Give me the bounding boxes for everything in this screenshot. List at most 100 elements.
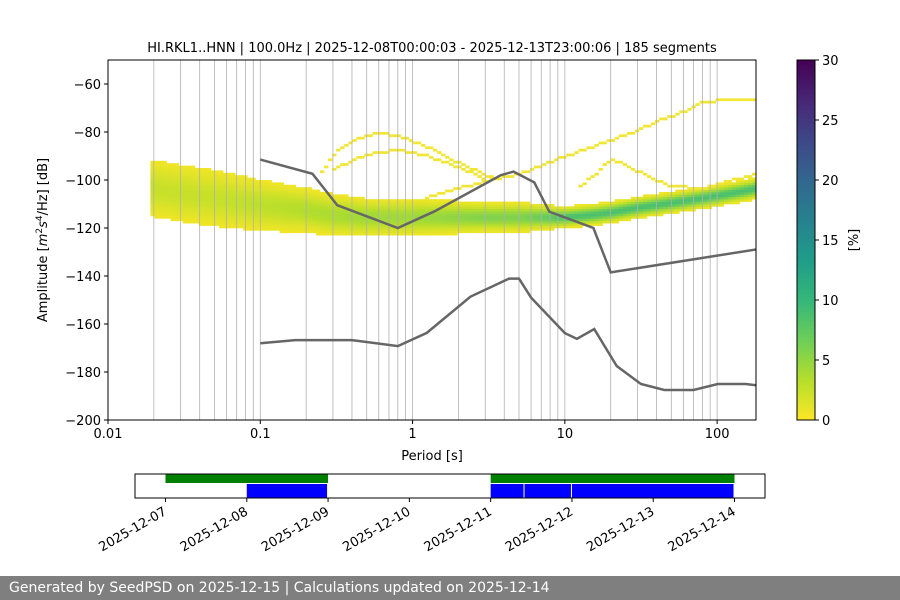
heatmap-cell <box>687 189 692 193</box>
heatmap-cell <box>324 201 329 205</box>
heatmap-branch-cell <box>457 165 462 169</box>
colorbar-tick-label: 0 <box>822 414 830 429</box>
heatmap-cell <box>162 180 167 183</box>
heatmap-cell <box>727 192 733 195</box>
heatmap-cell <box>267 194 272 198</box>
heatmap-cell <box>626 206 632 210</box>
heatmap-cell <box>372 204 377 207</box>
heatmap-cell <box>255 199 260 202</box>
heatmap-cell <box>711 204 716 207</box>
heatmap-cell <box>477 216 482 219</box>
heatmap-cell <box>267 220 272 224</box>
heatmap-cell <box>372 211 377 214</box>
heatmap-cell <box>336 218 341 222</box>
heatmap-cell <box>154 201 159 205</box>
heatmap-cell <box>368 204 373 207</box>
heatmap-cell <box>513 230 519 234</box>
heatmap-cell <box>667 192 672 195</box>
heatmap-cell <box>150 189 155 193</box>
heatmap-cell <box>158 201 163 205</box>
heatmap-cell <box>162 165 167 169</box>
heatmap-cell <box>271 225 276 229</box>
heatmap-cell <box>384 228 389 231</box>
heatmap-cell <box>372 220 377 224</box>
heatmap-cell <box>420 232 426 236</box>
heatmap-cell <box>368 199 373 202</box>
heatmap-cell <box>533 220 539 224</box>
heatmap-cell <box>356 208 361 212</box>
heatmap-cell <box>542 228 547 231</box>
heatmap-cell <box>400 206 406 210</box>
heatmap-cell <box>380 228 385 231</box>
heatmap-cell <box>259 204 264 207</box>
heatmap-cell <box>307 225 313 229</box>
heatmap-cell <box>715 194 720 198</box>
heatmap-cell <box>328 204 333 207</box>
heatmap-cell <box>235 208 240 212</box>
heatmap-cell <box>711 196 716 200</box>
heatmap-cell <box>344 216 349 219</box>
heatmap-cell <box>651 206 656 210</box>
heatmap-cell <box>255 225 260 229</box>
heatmap-cell <box>299 187 305 190</box>
heatmap-cell <box>622 204 628 207</box>
heatmap-cell <box>255 204 260 207</box>
heatmap-cell <box>231 199 236 202</box>
heatmap-cell <box>477 218 482 222</box>
heatmap-branch-cell <box>707 100 712 104</box>
heatmap-cell <box>437 216 442 219</box>
heatmap-cell <box>166 180 171 183</box>
heatmap-cell <box>404 206 410 210</box>
heatmap-cell <box>404 201 410 205</box>
heatmap-cell <box>336 216 341 219</box>
heatmap-cell <box>263 192 268 195</box>
heatmap-cell <box>481 206 486 210</box>
heatmap-cell <box>388 204 393 207</box>
heatmap-cell <box>751 187 756 190</box>
heatmap-cell <box>453 201 458 205</box>
heatmap-cell <box>614 208 620 212</box>
heatmap-cell <box>174 172 180 176</box>
heatmap-cell <box>259 216 264 219</box>
heatmap-cell <box>469 225 474 229</box>
heatmap-cell <box>202 192 208 195</box>
heatmap-cell <box>501 216 507 219</box>
heatmap-cell <box>299 189 305 193</box>
heatmap-cell <box>566 223 571 226</box>
heatmap-cell <box>529 206 535 210</box>
heatmap-cell <box>614 216 620 219</box>
heatmap-cell <box>542 223 547 226</box>
heatmap-cell <box>194 187 200 190</box>
heatmap-cell <box>699 196 704 200</box>
heatmap-cell <box>368 218 373 222</box>
heatmap-cell <box>315 228 321 231</box>
heatmap-cell <box>190 168 196 171</box>
heatmap-cell <box>437 213 442 217</box>
heatmap-cell <box>255 220 260 224</box>
heatmap-cell <box>356 218 361 222</box>
heatmap-branch-cell <box>449 163 454 166</box>
heatmap-cell <box>267 213 272 217</box>
heatmap-cell <box>675 201 680 205</box>
heatmap-cell <box>594 208 599 212</box>
heatmap-cell <box>255 192 260 195</box>
heatmap-cell <box>465 201 470 205</box>
heatmap-cell <box>206 201 212 205</box>
heatmap-cell <box>497 230 502 234</box>
heatmap-cell <box>723 194 729 198</box>
heatmap-cell <box>598 213 603 217</box>
heatmap-cell <box>194 220 200 224</box>
heatmap-cell <box>219 175 224 178</box>
heatmap-cell <box>525 230 531 234</box>
heatmap-cell <box>614 218 620 222</box>
heatmap-cell <box>162 194 167 198</box>
heatmap-cell <box>247 196 252 200</box>
heatmap-branch-cell <box>437 192 442 195</box>
heatmap-branch-cell <box>457 160 462 164</box>
heatmap-cell <box>667 199 672 202</box>
heatmap-cell <box>618 213 624 217</box>
heatmap-cell <box>324 199 329 202</box>
heatmap-cell <box>437 225 442 229</box>
heatmap-cell <box>416 220 422 224</box>
